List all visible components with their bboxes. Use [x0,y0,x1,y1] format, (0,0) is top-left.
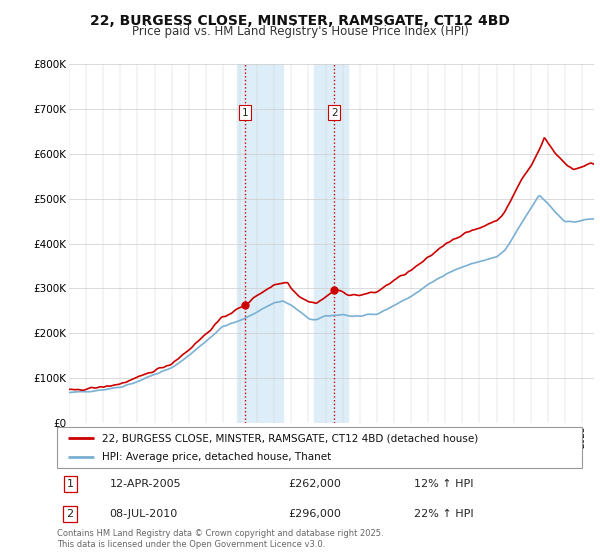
Text: HPI: Average price, detached house, Thanet: HPI: Average price, detached house, Than… [101,452,331,463]
Text: 22, BURGESS CLOSE, MINSTER, RAMSGATE, CT12 4BD: 22, BURGESS CLOSE, MINSTER, RAMSGATE, CT… [90,14,510,28]
Text: 08-JUL-2010: 08-JUL-2010 [110,509,178,519]
Text: 12% ↑ HPI: 12% ↑ HPI [414,479,473,489]
Text: 1: 1 [67,479,74,489]
Text: 22, BURGESS CLOSE, MINSTER, RAMSGATE, CT12 4BD (detached house): 22, BURGESS CLOSE, MINSTER, RAMSGATE, CT… [101,433,478,443]
Text: £296,000: £296,000 [288,509,341,519]
Text: £262,000: £262,000 [288,479,341,489]
Bar [236,64,283,423]
FancyBboxPatch shape [57,427,582,468]
Text: 2: 2 [67,509,74,519]
Text: 1: 1 [241,108,248,118]
Text: 12-APR-2005: 12-APR-2005 [110,479,181,489]
Text: Price paid vs. HM Land Registry's House Price Index (HPI): Price paid vs. HM Land Registry's House … [131,25,469,38]
Bar [314,64,348,423]
Text: 2: 2 [331,108,338,118]
Text: Contains HM Land Registry data © Crown copyright and database right 2025.
This d: Contains HM Land Registry data © Crown c… [57,529,383,549]
Text: 22% ↑ HPI: 22% ↑ HPI [414,509,473,519]
